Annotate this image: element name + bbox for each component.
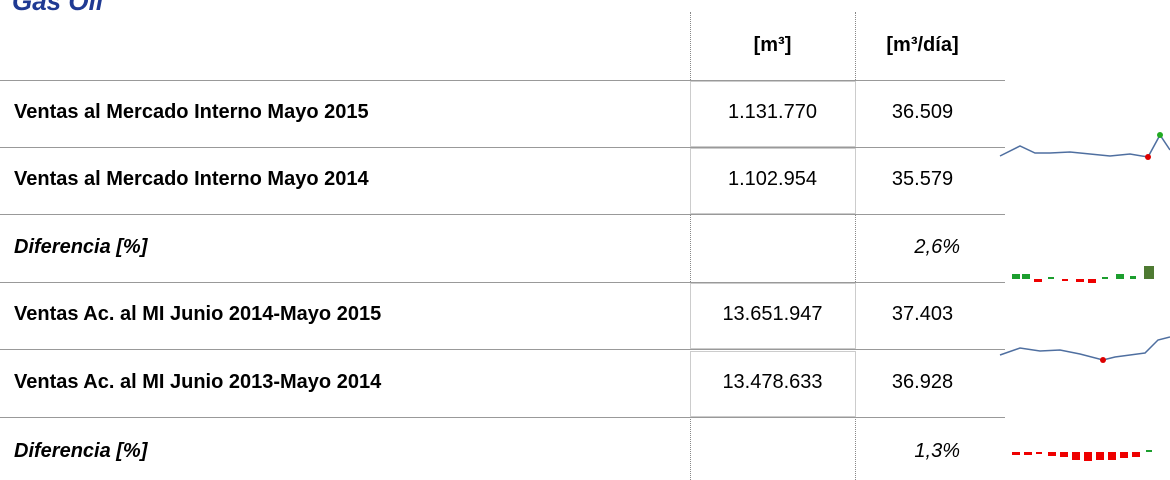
divider	[855, 12, 856, 480]
cell-value: 35.579	[891, 168, 954, 190]
sparkline-high	[1157, 132, 1163, 138]
row-label: Ventas al Mercado Interno Mayo 2015	[14, 101, 369, 123]
row-border	[0, 282, 1005, 283]
column-header: [m³]	[753, 34, 792, 56]
cell-value: 1,3%	[914, 440, 960, 462]
row-label: Ventas Ac. al MI Junio 2013-Mayo 2014	[14, 371, 382, 393]
sparkline-bars	[1012, 450, 1152, 461]
row-border	[0, 147, 1005, 148]
sparkline	[999, 336, 1170, 361]
cell-value: 37.403	[891, 303, 954, 325]
cell-value: 2,6%	[914, 236, 960, 258]
row-border	[0, 417, 1005, 418]
divider	[690, 12, 691, 480]
sparkline-bars	[1012, 266, 1154, 283]
cell-value: 36.928	[891, 371, 954, 393]
row-label: Diferencia [%]	[14, 236, 148, 258]
row-border	[0, 349, 1005, 350]
row-label: Diferencia [%]	[14, 440, 148, 462]
cell-value: 1.102.954	[728, 168, 817, 190]
cell-value: 13.651.947	[722, 303, 823, 325]
cell-value: 13.478.633	[722, 371, 823, 393]
cell-value: 36.509	[891, 101, 954, 123]
row-border	[0, 80, 1005, 81]
row-border	[0, 214, 1005, 215]
cell-box	[690, 148, 856, 214]
sparkline-low	[1145, 154, 1151, 160]
title: Gas Oil	[12, 0, 104, 16]
cell-value: 1.131.770	[728, 101, 817, 123]
row-label: Ventas al Mercado Interno Mayo 2014	[14, 168, 369, 190]
cell-box	[690, 351, 856, 417]
sparkline	[999, 133, 1170, 158]
cell-box	[690, 283, 856, 349]
cell-box	[690, 81, 856, 147]
sparkline-low	[1100, 357, 1106, 363]
sparklines	[999, 132, 1170, 461]
row-label: Ventas Ac. al MI Junio 2014-Mayo 2015	[14, 303, 382, 325]
column-header: [m³/día]	[886, 34, 959, 56]
